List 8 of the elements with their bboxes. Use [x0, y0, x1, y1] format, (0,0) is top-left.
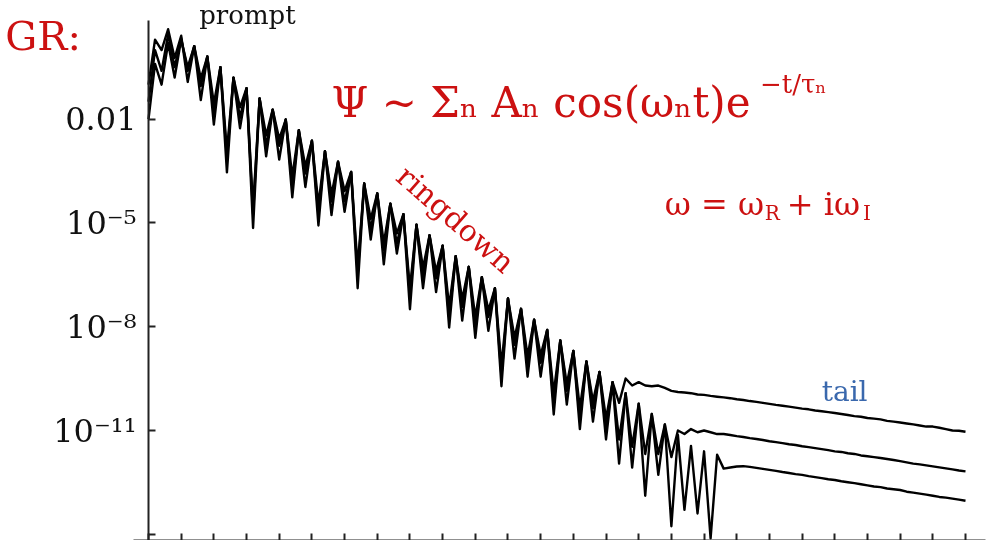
annotation: tail [821, 375, 868, 409]
annotation: Ψ ~ Σₙ Aₙ cos(ωₙt)e−t/τₙ [331, 68, 827, 128]
y-tick-label: 0.01 [65, 100, 137, 139]
y-tick-label: 10⁻¹¹ [53, 411, 137, 450]
text: GR: [5, 12, 81, 59]
annotation: prompt [199, 0, 297, 31]
y-tick-label: 10⁻⁸ [66, 307, 137, 346]
y-tick-label: 10⁻⁵ [66, 204, 137, 242]
